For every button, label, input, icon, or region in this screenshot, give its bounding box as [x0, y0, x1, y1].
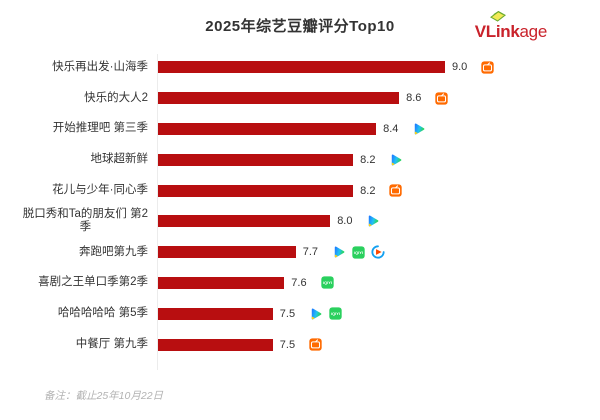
chart-row: 花儿与少年·同心季 8.2: [0, 175, 600, 206]
tencent-icon: [332, 245, 346, 259]
category-label: 快乐的大人2: [84, 91, 148, 104]
rating-value: 8.2: [360, 153, 376, 166]
bar-zone: 8.4: [158, 122, 426, 136]
chart-row: 脱口秀和Ta的朋友们 第2 季 8.0: [0, 206, 600, 237]
bar-zone: 7.5: [158, 338, 322, 351]
bar-zone: 9.0: [158, 61, 494, 74]
bar-zone: 8.2: [158, 153, 403, 167]
mgtv-icon: [389, 184, 403, 197]
category-label: 喜剧之王单口季第2季: [38, 276, 148, 289]
rating-value: 8.6: [406, 92, 422, 105]
y-axis-line: [157, 54, 158, 370]
bar-zone: 8.2: [158, 184, 403, 197]
iqiyi-icon: iQIYI: [320, 276, 334, 290]
rating-bar: [158, 276, 285, 289]
category-label: 中餐厅 第九季: [75, 338, 148, 351]
footnote: 备注：截止25年10月22日: [44, 390, 164, 402]
rating-value: 9.0: [452, 61, 468, 74]
chart-row: 中餐厅 第九季 7.5: [0, 329, 600, 360]
bar-zone: 7.7 iQIYI: [158, 245, 385, 259]
rating-value: 7.6: [291, 276, 307, 289]
category-label: 花儿与少年·同心季: [52, 184, 148, 197]
rating-bar: [158, 307, 273, 320]
logo-box-icon: [489, 9, 507, 28]
category-label: 脱口秀和Ta的朋友们 第2 季: [22, 208, 148, 234]
svg-text:iQIYI: iQIYI: [354, 250, 363, 255]
platform-icons: [366, 214, 380, 228]
iqiyi-icon: iQIYI: [329, 307, 342, 320]
category-label: 地球超新鲜: [90, 153, 149, 166]
rating-bar: [158, 246, 296, 259]
chart-row: 地球超新鲜 8.2: [0, 144, 600, 175]
tencent-icon: [412, 122, 426, 136]
chart-row: 快乐的大人2 8.6: [0, 83, 600, 114]
logo-text-light: age: [519, 22, 548, 41]
logo-text-bold: VLink: [474, 22, 520, 41]
platform-icons: [389, 153, 403, 167]
category-label-zone: 喜剧之王单口季第2季: [0, 276, 148, 289]
rating-value: 7.7: [302, 246, 319, 259]
tencent-icon: [389, 153, 403, 167]
rating-bar: [158, 92, 400, 105]
svg-text:iQIYI: iQIYI: [323, 281, 332, 286]
mgtv-icon: [435, 92, 449, 105]
chart-row: 哈哈哈哈哈 第5季 7.5 iQIYI: [0, 298, 600, 329]
rating-value: 8.4: [383, 122, 399, 135]
rating-bar: [158, 61, 445, 74]
rating-bar: [158, 184, 354, 197]
category-label: 哈哈哈哈哈 第5季: [57, 307, 148, 320]
mgtv-icon: [481, 61, 494, 74]
mgtv-icon: [309, 338, 322, 351]
tencent-icon: [366, 214, 380, 228]
youku-icon: [371, 245, 385, 259]
category-label-zone: 奔跑吧第九季: [0, 246, 148, 259]
bar-zone: 7.6 iQIYI: [158, 276, 334, 290]
platform-icons: [412, 122, 426, 136]
iqiyi-icon: iQIYI: [352, 245, 365, 259]
category-label-zone: 快乐的大人2: [0, 92, 148, 105]
platform-icons: [435, 92, 449, 105]
category-label-zone: 哈哈哈哈哈 第5季: [0, 307, 148, 320]
category-label-zone: 地球超新鲜: [0, 153, 149, 166]
platform-icons: iQIYI: [332, 245, 385, 259]
category-label: 快乐再出发·山海季: [52, 60, 148, 73]
platform-icons: iQIYI: [309, 307, 342, 321]
platform-icons: [309, 338, 322, 351]
category-label-zone: 花儿与少年·同心季: [0, 184, 148, 197]
chart-row: 喜剧之王单口季第2季 7.6 iQIYI: [0, 268, 600, 299]
category-label: 奔跑吧第九季: [79, 245, 148, 258]
chart-row: 快乐再出发·山海季 9.0: [0, 52, 600, 83]
page-title: 2025年综艺豆瓣评分Top10: [205, 18, 395, 35]
rating-value: 8.2: [360, 184, 376, 197]
rating-value: 7.5: [279, 338, 296, 351]
bar-zone: 7.5 iQIYI: [158, 307, 342, 321]
category-label-zone: 快乐再出发·山海季: [0, 61, 148, 74]
bar-zone: 8.0: [158, 214, 380, 228]
chart-row: 开始推理吧 第三季 8.4: [0, 114, 600, 145]
rating-bar: [158, 338, 273, 351]
platform-icons: [389, 184, 403, 197]
bar-zone: 8.6: [158, 92, 449, 105]
category-label-zone: 开始推理吧 第三季: [0, 122, 148, 135]
vlinkage-logo: VLink age: [474, 10, 548, 42]
category-label-zone: 中餐厅 第九季: [0, 338, 148, 351]
platform-icons: [481, 61, 494, 74]
rating-value: 8.0: [337, 215, 353, 228]
category-label: 开始推理吧 第三季: [52, 122, 148, 135]
rating-bar: [158, 215, 331, 228]
platform-icons: iQIYI: [320, 276, 334, 290]
chart-row: 奔跑吧第九季 7.7 iQIYI: [0, 237, 600, 268]
tencent-icon: [309, 307, 323, 321]
rating-bar: [158, 153, 354, 166]
category-label-zone: 脱口秀和Ta的朋友们 第2 季: [0, 208, 148, 234]
rating-bar: [158, 122, 377, 135]
rating-value: 7.5: [279, 307, 296, 320]
svg-text:iQIYI: iQIYI: [331, 311, 340, 316]
bar-chart: 快乐再出发·山海季 9.0 快乐的大人2 8.6 开始推理吧 第三季 8.4 地球超新鲜 8.…: [0, 52, 600, 360]
